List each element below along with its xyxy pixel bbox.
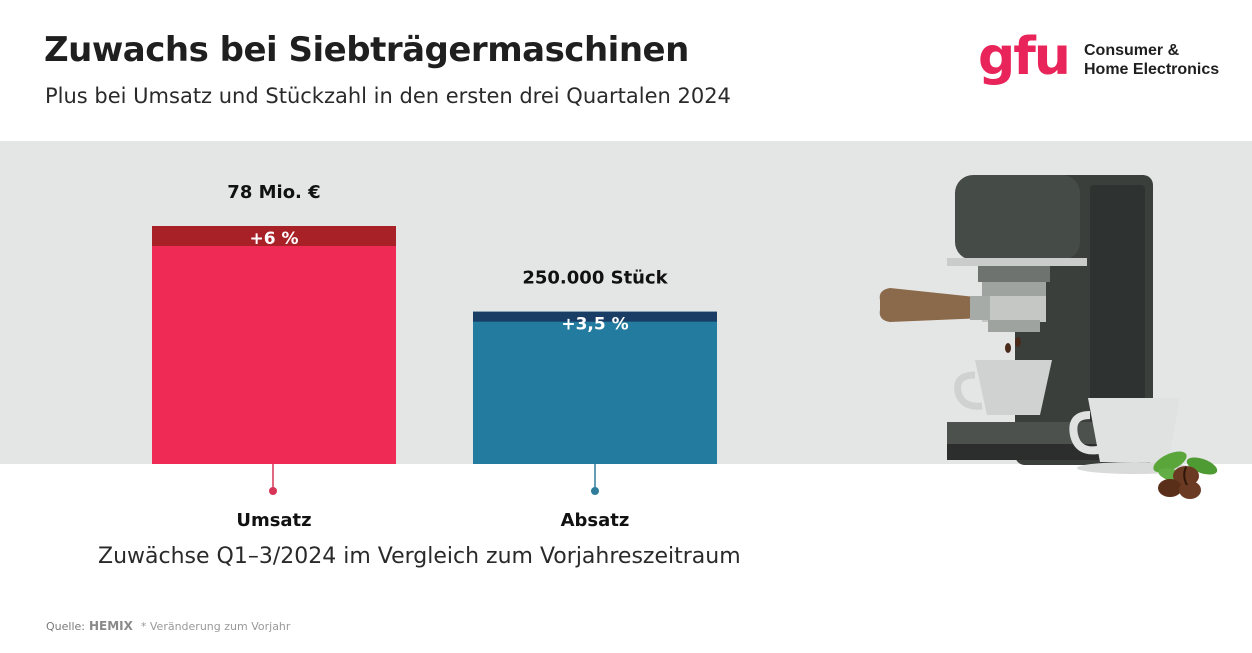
gfu-logo: gfu Consumer & Home Electronics <box>978 27 1228 96</box>
logo-mark: gfu <box>978 27 1071 87</box>
logo-line-2: Home Electronics <box>1084 61 1220 78</box>
footer: Quelle: HEMIX * Veränderung zum Vorjahr <box>46 619 290 633</box>
source-label: Quelle: <box>46 619 85 633</box>
value-label-absatz: 250.000 Stück <box>522 268 668 289</box>
category-label-umsatz: Umsatz <box>236 510 311 531</box>
bar-change-cap-absatz <box>473 311 717 322</box>
change-label-absatz: +3,5 % <box>561 315 628 335</box>
espresso-machine-icon <box>879 175 1218 499</box>
connector-dot-umsatz <box>269 487 277 495</box>
change-label-umsatz: +6 % <box>249 229 298 249</box>
page-title: Zuwachs bei Siebträgermaschinen <box>44 30 689 70</box>
page-subtitle: Plus bei Umsatz und Stückzahl in den ers… <box>45 84 731 108</box>
logo-line-1: Consumer & <box>1084 42 1180 59</box>
logo-text: Consumer & Home Electronics <box>1084 41 1219 79</box>
category-label-absatz: Absatz <box>561 510 630 531</box>
footnote: * Veränderung zum Vorjahr <box>140 619 291 633</box>
bar-absatz <box>473 311 717 464</box>
value-label-umsatz: 78 Mio. € <box>227 182 320 203</box>
bar-change-cap-umsatz <box>152 226 396 246</box>
source-logo: HEMIX <box>88 619 133 633</box>
bar-umsatz <box>152 226 396 464</box>
chart-caption: Zuwächse Q1–3/2024 im Vergleich zum Vorj… <box>98 544 741 569</box>
connector-dot-absatz <box>591 487 599 495</box>
